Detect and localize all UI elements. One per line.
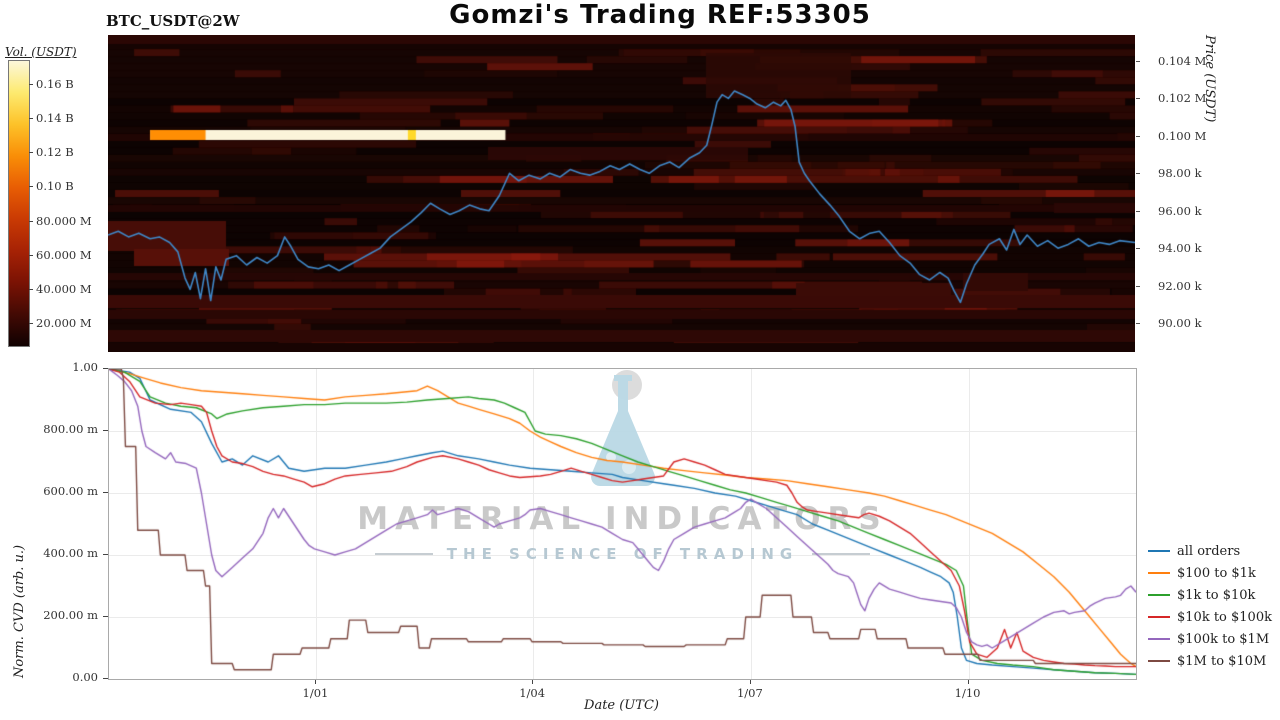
cvd-y-tick-mark: [103, 616, 108, 617]
legend-swatch: [1148, 615, 1170, 619]
legend-item: $100k to $1M: [1148, 631, 1272, 647]
price-tick-label: 92.00 k: [1158, 278, 1202, 293]
price-tick-mark: [1136, 210, 1140, 212]
cvd-x-tick-mark: [749, 680, 751, 684]
cvd-y-tick-mark: [103, 430, 108, 431]
cvd-y-tick-label: 800.00 m: [43, 422, 98, 436]
legend: all orders $100 to $1k $1k to $10k $10k to …: [1148, 543, 1272, 669]
cvd-x-tick-label: 1/01: [302, 686, 329, 700]
cvd-x-tick-label: 1/10: [954, 686, 981, 700]
heatmap-panel: [108, 35, 1135, 352]
cvd-panel: MATERIAL INDICATORS THE SCIENCE OF TRADI…: [108, 368, 1137, 680]
legend-swatch: [1148, 659, 1170, 663]
cvd-y-tick-label: 600.00 m: [43, 484, 98, 498]
price-tick-mark: [1136, 61, 1140, 62]
colorbar-tick-mark: [29, 152, 33, 154]
page-title: Gomzi's Trading REF:53305: [449, 0, 871, 30]
price-tick-mark: [1136, 285, 1140, 287]
colorbar-tick-label: 80.000 M: [36, 213, 92, 228]
price-tick-mark: [1136, 98, 1140, 100]
legend-item: $1k to $10k: [1148, 587, 1272, 603]
cvd-y-axis-title: Norm. CVD (arb. u.): [12, 544, 27, 678]
legend-item: all orders: [1148, 543, 1272, 559]
legend-swatch: [1148, 549, 1170, 553]
price-tick-label: 96.00 k: [1158, 203, 1202, 218]
colorbar-title: Vol. (USDT): [5, 45, 77, 59]
legend-label: $10k to $100k: [1177, 609, 1272, 625]
colorbar-tick-mark: [29, 186, 33, 188]
legend-label: all orders: [1177, 543, 1241, 559]
cvd-x-tick-label: 1/07: [736, 686, 763, 700]
price-tick-mark: [1136, 135, 1140, 137]
cvd-y-tick-mark: [103, 368, 108, 369]
cvd-y-tick-label: 0.00: [72, 670, 98, 684]
volume-heatmap-canvas: [108, 35, 1135, 352]
price-tick-mark: [1136, 173, 1140, 175]
price-tick-mark: [1136, 323, 1140, 324]
price-tick-label: 90.00 k: [1158, 316, 1202, 330]
colorbar-tick-label: 0.10 B: [36, 179, 74, 194]
price-tick-mark: [1136, 248, 1140, 250]
colorbar-tick-mark: [29, 323, 33, 325]
legend-label: $1M to $10M: [1177, 653, 1267, 669]
colorbar-tick-label: 20.000 M: [36, 316, 92, 331]
price-tick-label: 94.00 k: [1158, 241, 1202, 256]
cvd-y-tick-mark: [103, 554, 108, 555]
legend-label: $100k to $1M: [1177, 631, 1270, 647]
price-tick-label: 0.102 M: [1158, 91, 1207, 106]
colorbar-tick-mark: [29, 118, 33, 120]
legend-item: $10k to $100k: [1148, 609, 1272, 625]
legend-label: $100 to $1k: [1177, 565, 1256, 581]
colorbar-tick-mark: [29, 254, 33, 256]
price-tick-label: 0.100 M: [1158, 128, 1207, 143]
colorbar-tick-label: 0.12 B: [36, 145, 74, 160]
legend-swatch: [1148, 571, 1170, 575]
legend-label: $1k to $10k: [1177, 587, 1256, 603]
colorbar-tick-label: 0.16 B: [36, 76, 74, 91]
cvd-lines-canvas: [109, 369, 1136, 679]
cvd-y-tick-label: 400.00 m: [43, 546, 98, 560]
cvd-x-tick-mark: [532, 680, 534, 684]
cvd-y-tick-mark: [103, 678, 108, 679]
legend-swatch: [1148, 593, 1170, 597]
colorbar-tick-mark: [29, 83, 33, 85]
cvd-x-tick-mark: [315, 680, 317, 684]
cvd-y-tick-label: 200.00 m: [43, 608, 98, 622]
price-tick-label: 98.00 k: [1158, 166, 1202, 181]
legend-swatch: [1148, 637, 1170, 641]
cvd-y-tick-label: 1.00: [72, 360, 98, 374]
colorbar-tick-label: 40.000 M: [36, 281, 92, 296]
price-axis-title: Price (USDT): [1202, 35, 1217, 123]
legend-item: $100 to $1k: [1148, 565, 1272, 581]
colorbar-tick-mark: [29, 288, 33, 290]
cvd-x-axis-title: Date (UTC): [584, 698, 659, 713]
cvd-y-tick-mark: [103, 492, 108, 493]
colorbar-tick-mark: [29, 220, 33, 222]
cvd-x-tick-label: 1/04: [519, 686, 546, 700]
colorbar-tick-label: 0.14 B: [36, 111, 74, 126]
volume-colorbar: [8, 60, 30, 347]
price-tick-label: 0.104 M: [1158, 54, 1207, 68]
legend-item: $1M to $10M: [1148, 653, 1272, 669]
cvd-x-tick-mark: [967, 680, 969, 684]
symbol-label: BTC_USDT@2W: [106, 12, 240, 30]
colorbar-tick-label: 60.000 M: [36, 247, 92, 262]
